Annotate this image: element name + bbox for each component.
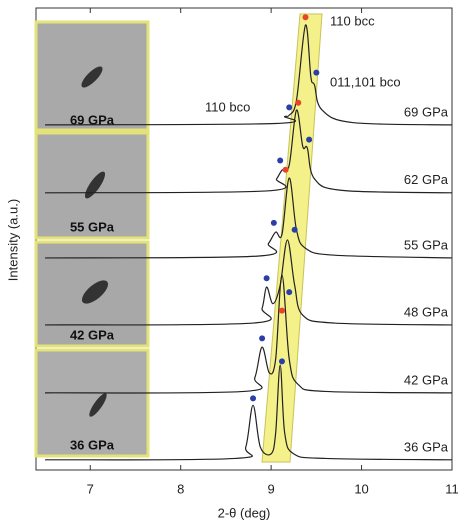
peak-marker [306, 136, 313, 143]
inset-spot [81, 280, 109, 304]
peak-marker [277, 157, 284, 164]
spectrum-line [45, 274, 453, 394]
series-label: 55 GPa [404, 237, 449, 252]
inset-image [34, 20, 150, 132]
peak-marker [282, 166, 289, 173]
annotation: 011,101 bco [330, 74, 401, 89]
x-axis-label: 2-θ (deg) [218, 505, 271, 520]
inset-spot [81, 66, 103, 88]
spectrum-line [45, 24, 453, 126]
series-label: 62 GPa [404, 172, 449, 187]
inset-spot [84, 171, 106, 199]
peak-marker [259, 335, 266, 342]
inset-spot [89, 393, 107, 417]
peak-marker [278, 358, 285, 365]
x-tick-label: 10 [354, 481, 368, 496]
series-label: 36 GPa [404, 439, 449, 454]
series-label: 69 GPa [404, 104, 449, 119]
peak-marker [291, 226, 298, 233]
peak-marker [263, 275, 270, 282]
peak-marker [278, 307, 285, 314]
insets: 69 GPa 55 GPa 42 GPa 36 GPa [34, 20, 150, 458]
spectrum-line [45, 177, 453, 259]
annotation: 110 bcc [330, 13, 375, 28]
annotation: 110 bco [205, 99, 250, 114]
inset-label: 55 GPa [70, 219, 115, 234]
x-tick-label: 11 [445, 481, 459, 496]
peak-marker [286, 289, 293, 296]
spectrum-line [45, 109, 453, 194]
peak-marker [295, 99, 302, 106]
peak-marker [250, 395, 257, 402]
inset-label: 42 GPa [70, 327, 115, 342]
inset-image [34, 348, 150, 458]
peak-marker [286, 104, 293, 111]
x-tick-label: 7 [87, 481, 94, 496]
peak-marker [313, 69, 320, 76]
x-tick-label: 8 [177, 481, 184, 496]
highlight-band [261, 13, 323, 463]
peak-marker [270, 219, 277, 226]
x-tick-label: 9 [268, 481, 275, 496]
inset-label: 36 GPa [70, 437, 115, 452]
series-label: 42 GPa [404, 372, 449, 387]
inset-label: 69 GPa [70, 112, 115, 127]
series-label: 48 GPa [404, 304, 449, 319]
y-axis-label: Intensity (a.u.) [5, 199, 20, 281]
spectrum-line [45, 239, 453, 326]
spectrum-line [45, 364, 453, 461]
peak-marker [302, 14, 309, 21]
